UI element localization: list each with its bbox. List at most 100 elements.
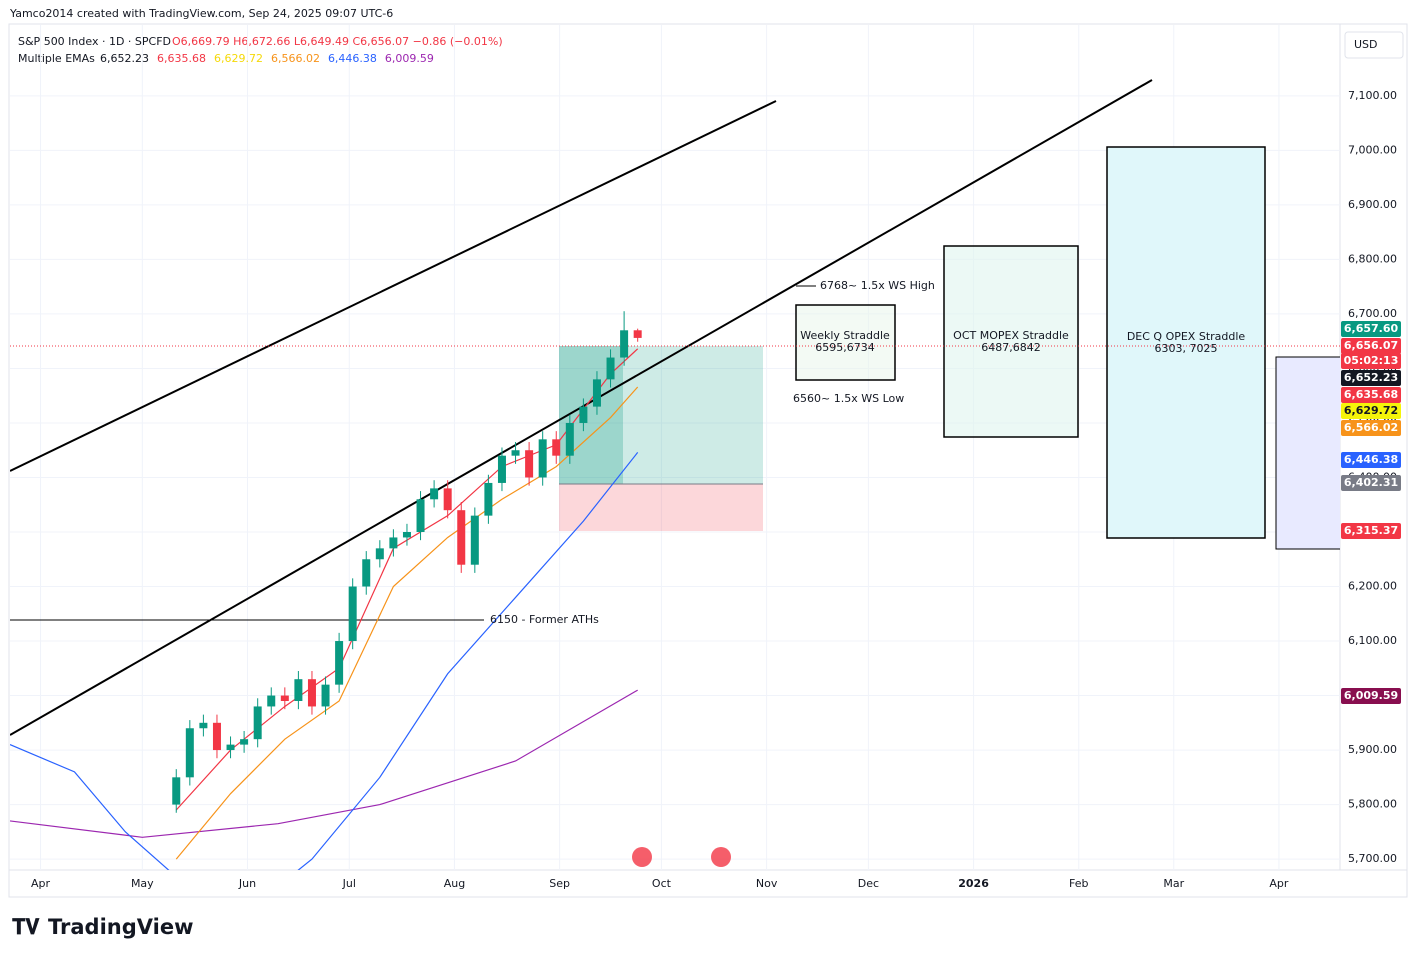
price-label: 6,652.23 (1344, 371, 1398, 384)
annotation: 6560~ 1.5x WS Low (793, 392, 904, 405)
x-tick-label: Apr (1269, 877, 1289, 890)
candle-body (402, 532, 411, 538)
event-icon[interactable] (632, 847, 652, 867)
candle-body (565, 422, 574, 456)
ema-line (10, 689, 638, 838)
candle-body (348, 586, 357, 642)
y-tick-label: 6,700.00 (1348, 307, 1397, 320)
x-tick-label: Jul (342, 877, 356, 890)
ema-value: 6,566.02 (271, 52, 320, 65)
y-tick-label: 6,900.00 (1348, 198, 1397, 211)
ema-line (175, 386, 639, 860)
logo: TradingView (48, 915, 193, 939)
y-tick-label: 6,100.00 (1348, 634, 1397, 647)
candle-body (592, 379, 601, 407)
x-tick-label: May (131, 877, 154, 890)
box-title: Weekly Straddle (800, 329, 890, 342)
candle-body (511, 450, 520, 456)
candle-body (579, 406, 588, 423)
y-tick-label: 5,900.00 (1348, 743, 1397, 756)
currency-button[interactable] (1344, 31, 1404, 59)
candle-body (267, 695, 276, 707)
candle-body (633, 330, 642, 338)
box-range: 6595,6734 (815, 341, 875, 354)
price-label: 6,629.72 (1344, 404, 1398, 417)
candle-body (253, 706, 262, 740)
box (943, 245, 1079, 438)
ema-value: 6,635.68 (157, 52, 206, 65)
candle-body (538, 439, 547, 478)
x-tick-label: Sep (549, 877, 570, 890)
price-label: 6,009.59 (1344, 689, 1398, 702)
candle-body (443, 488, 452, 511)
candle-body (280, 695, 289, 701)
stop-zone (559, 484, 763, 531)
price-label-bg (1341, 387, 1401, 403)
x-tick-label: Feb (1069, 877, 1088, 890)
candle-body (457, 510, 466, 565)
candle-body (212, 722, 221, 751)
price-label-bg (1341, 321, 1401, 337)
y-tick-label: 6,200.00 (1348, 580, 1397, 593)
ohlc: O6,669.79 H6,672.66 L6,649.49 C6,656.07 … (172, 35, 503, 48)
x-tick-label: Jun (238, 877, 256, 890)
candle-body (172, 777, 181, 805)
candle-body (294, 679, 303, 701)
price-label: 6,315.37 (1344, 524, 1398, 537)
candle-body (321, 684, 330, 707)
price-label-bg (1341, 338, 1401, 354)
ema-value: 6,652.23 (100, 52, 149, 65)
box (795, 304, 896, 381)
box-range: 6487,6842 (981, 341, 1041, 354)
candle-body (430, 488, 439, 500)
box-title: DEC Q OPEX Straddle (1127, 330, 1246, 343)
x-tick-label: Oct (652, 877, 672, 890)
annotation: 6150 - Former ATHs (490, 613, 599, 626)
candle-body (497, 455, 506, 483)
x-tick-label: Dec (858, 877, 879, 890)
currency: USD (1354, 38, 1378, 51)
price-label: 6,656.07 (1344, 339, 1398, 352)
ema-value: 6,009.59 (385, 52, 434, 65)
price-label: 6,566.02 (1344, 421, 1398, 434)
candle-body (226, 744, 235, 751)
candle-body (606, 357, 615, 380)
ema-label: Multiple EMAs (18, 52, 95, 65)
candle-body (525, 450, 534, 478)
annotation: 6768~ 1.5x WS High (820, 279, 935, 292)
x-tick-label: Nov (756, 877, 778, 890)
price-label: 05:02:13 (1344, 354, 1399, 367)
price-label-bg (1341, 475, 1401, 491)
candle-body (375, 548, 384, 560)
logo-icon: 𝐓𝐕 (12, 915, 41, 939)
y-tick-label: 7,100.00 (1348, 89, 1397, 102)
event-icon[interactable] (711, 847, 731, 867)
price-label: 6,635.68 (1344, 388, 1398, 401)
box (1106, 146, 1266, 539)
price-label-bg (1341, 370, 1401, 386)
candle-body (362, 559, 371, 587)
candle-body (416, 499, 425, 532)
price-label-bg (1341, 523, 1401, 539)
trend-line (10, 100, 777, 472)
x-tick-label: 2026 (958, 877, 989, 890)
box-title: OCT MOPEX Straddle (953, 329, 1069, 342)
target-zone (559, 346, 763, 484)
candle-body (470, 515, 479, 565)
credit: Yamco2014 created with TradingView.com, … (9, 7, 393, 20)
candle-body (185, 728, 194, 778)
x-tick-label: Aug (444, 877, 465, 890)
box (1275, 356, 1340, 550)
ema-line (10, 452, 639, 870)
x-tick-label: Mar (1163, 877, 1184, 890)
y-tick-label: 6,800.00 (1348, 252, 1397, 265)
y-tick-label: 5,800.00 (1348, 798, 1397, 811)
price-label-bg (1341, 353, 1401, 369)
candle-body (307, 679, 316, 707)
price-label: 6,446.38 (1344, 453, 1398, 466)
candle-body (335, 641, 344, 685)
frame (8, 23, 1408, 898)
candle-body (389, 537, 398, 549)
box-range: 6303, 7025 (1155, 342, 1218, 355)
